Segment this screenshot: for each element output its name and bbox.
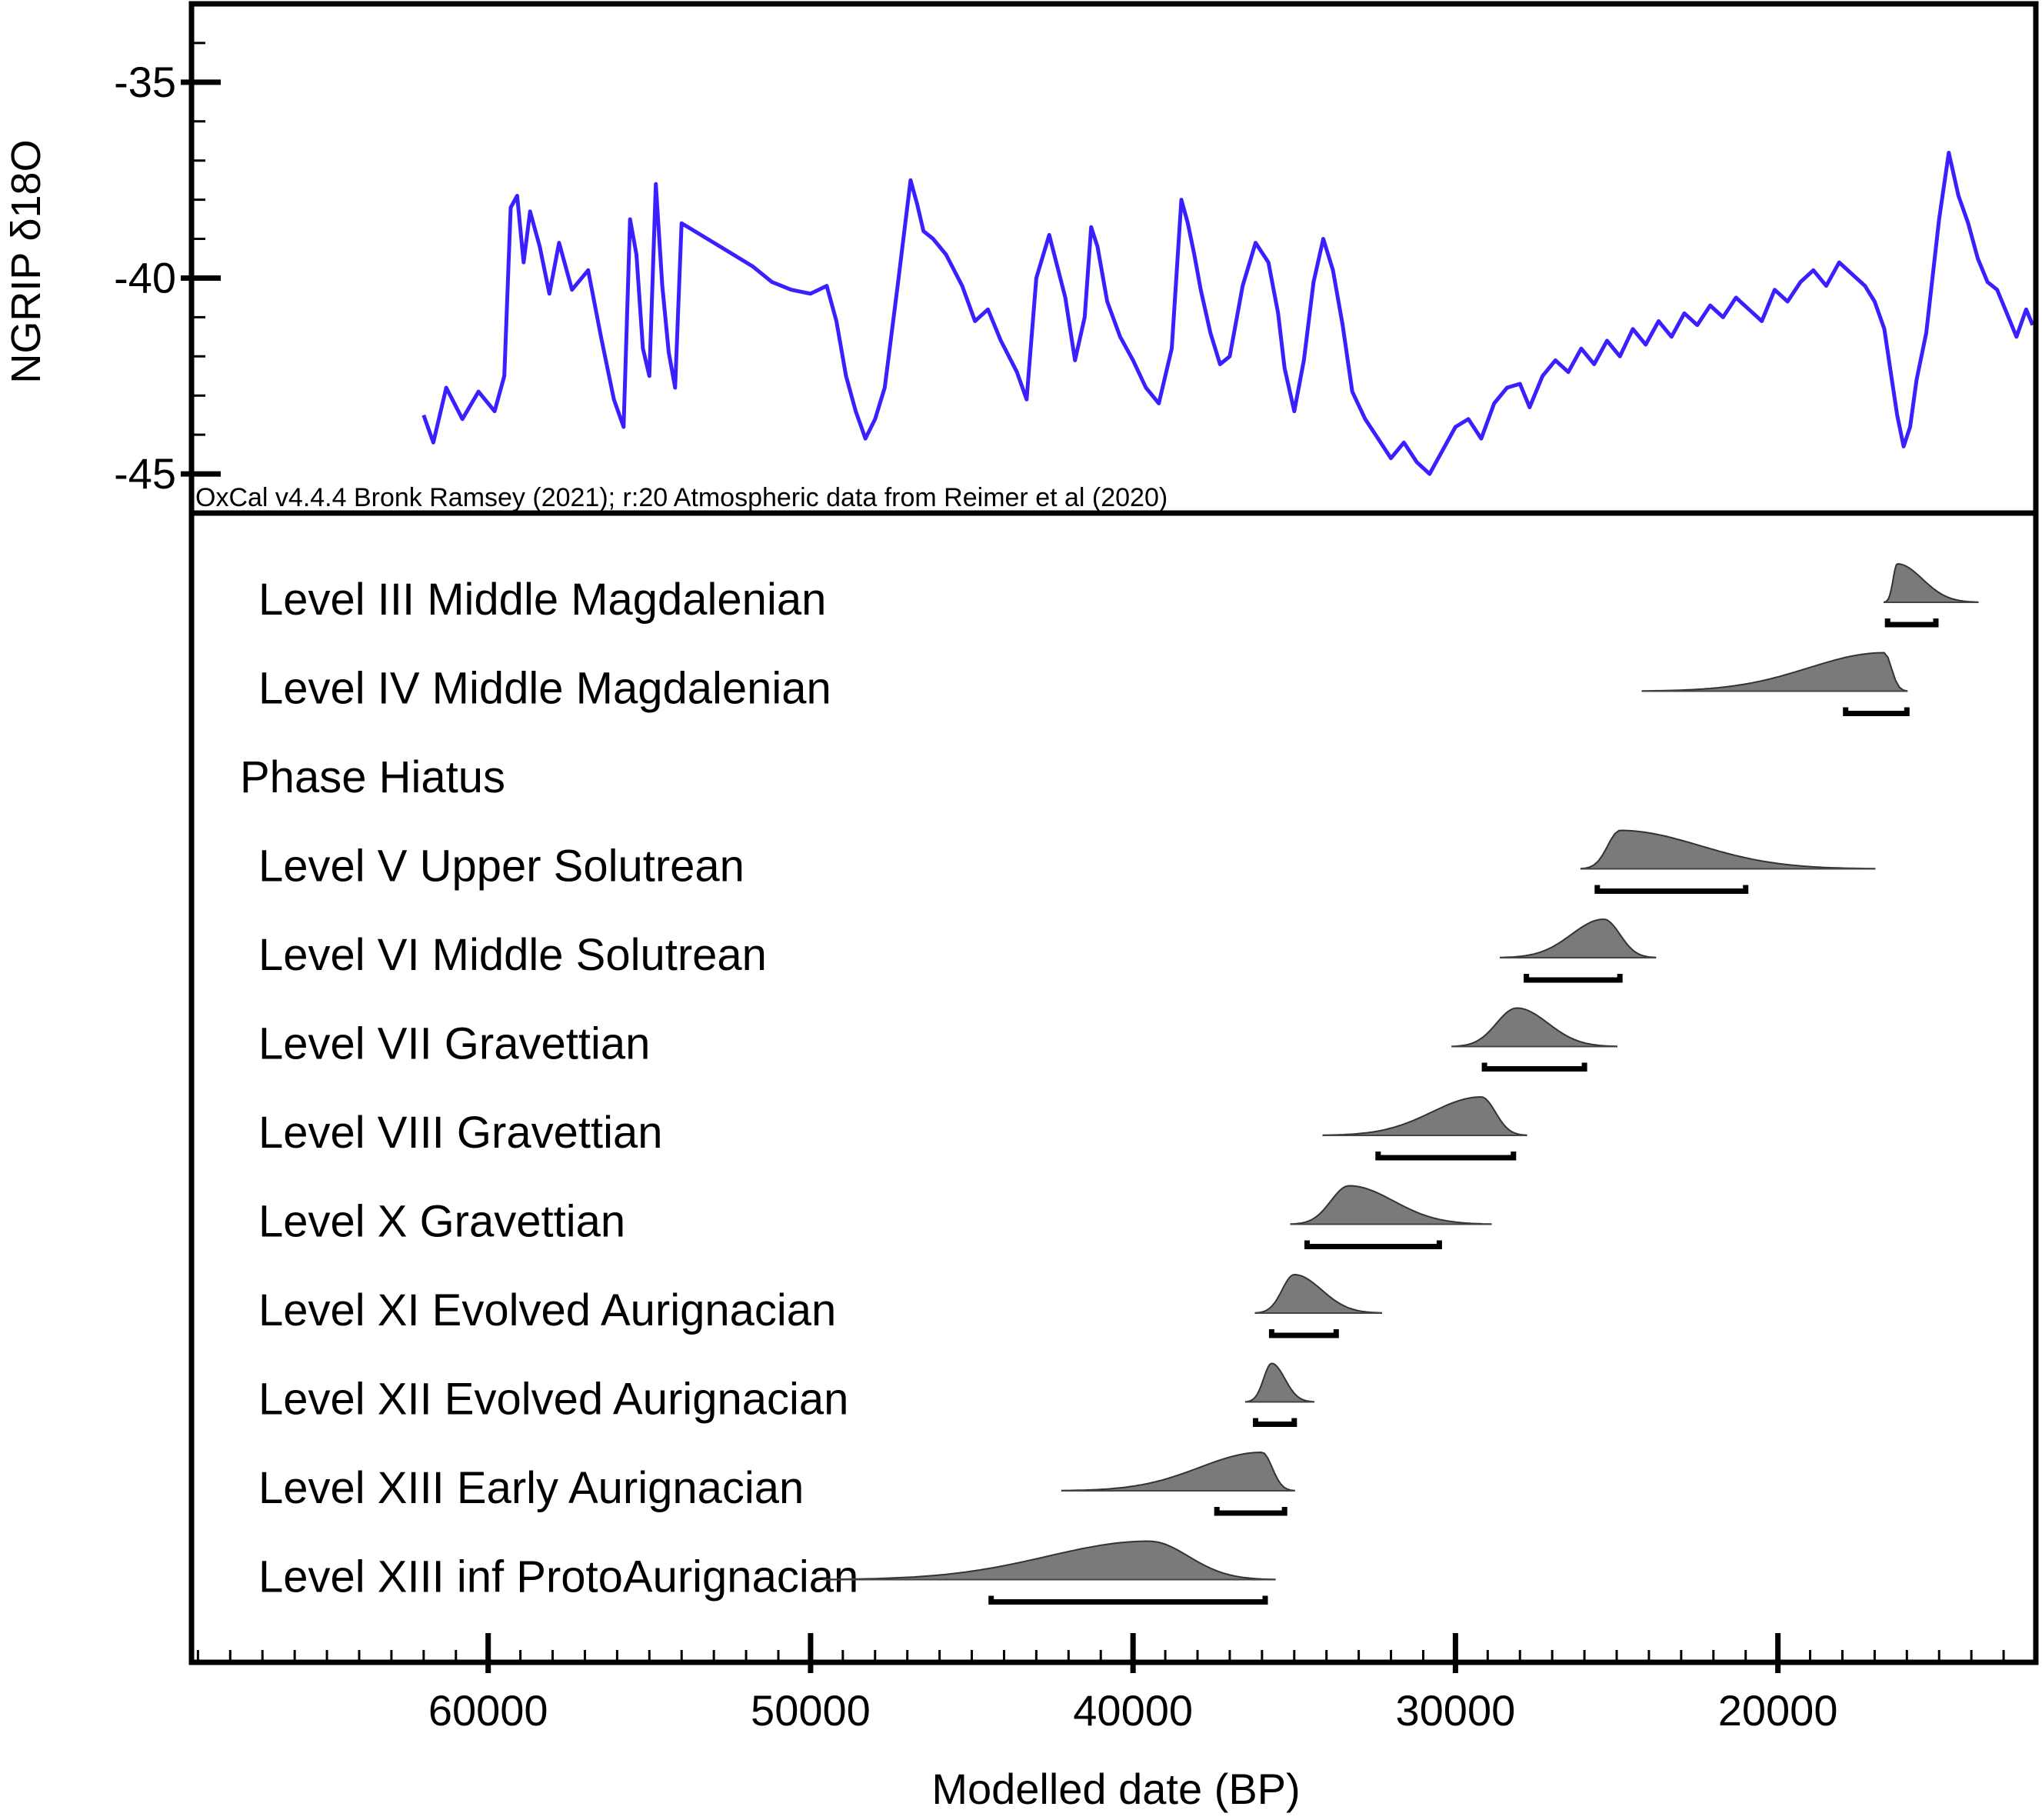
phase-row: Level VI Middle Solutrean	[258, 918, 1657, 983]
phase-distribution	[1254, 1273, 1382, 1314]
y-tick-label: -45	[114, 449, 176, 498]
phase-row: Phase Hiatus	[240, 752, 505, 802]
phase-row: Level V Upper Solutrean	[258, 829, 1876, 894]
bottom-panel-frame	[188, 510, 2039, 1665]
phase-row: Level XIII inf ProtoAurignacian	[258, 1540, 1276, 1605]
phases-panel: Level III Middle Magdalenian Level IV Mid…	[188, 510, 2039, 1813]
phase-range-bracket	[988, 1595, 1268, 1605]
phase-distribution	[1641, 652, 1908, 692]
x-axis-label: Modelled date (BP)	[931, 1765, 1300, 1813]
phase-range-bracket	[1375, 1152, 1517, 1161]
phase-distribution	[1884, 562, 1979, 603]
phase-range-bracket	[1594, 885, 1749, 894]
phase-range-bracket	[1481, 1062, 1587, 1072]
phase-distribution	[1580, 829, 1876, 870]
phase-row: Level XIII Early Aurignacian	[258, 1451, 1295, 1516]
ngrip-panel: -35 -40 -45 OxCal v4.4.4 Bronk Ramsey (202…	[3, 1, 2039, 516]
phase-range-bracket	[1884, 618, 1939, 628]
x-tick-label: 40000	[1073, 1686, 1193, 1735]
phase-distribution	[1451, 1007, 1617, 1048]
y-tick-label: -35	[114, 58, 176, 106]
x-tick-label: 20000	[1718, 1686, 1838, 1735]
phase-row: Level XII Evolved Aurignacian	[258, 1362, 1314, 1427]
phase-row: Level VIII Gravettian	[258, 1095, 1527, 1161]
phase-label: Level XIII inf ProtoAurignacian	[258, 1552, 858, 1602]
phase-distribution	[1500, 918, 1657, 958]
phase-label: Level III Middle Magdalenian	[258, 575, 826, 625]
phase-label: Phase Hiatus	[240, 752, 505, 802]
phase-label: Level VIII Gravettian	[258, 1108, 662, 1158]
phase-distribution	[1322, 1095, 1527, 1136]
x-tick-label: 60000	[428, 1686, 548, 1735]
phase-range-bracket	[1214, 1507, 1287, 1516]
oxcal-credit: OxCal v4.4.4 Bronk Ramsey (2021); r:20 A…	[195, 483, 1168, 512]
ngrip-series-line	[421, 151, 2035, 476]
phase-range-bracket	[1253, 1418, 1297, 1427]
phase-label: Level XI Evolved Aurignacian	[258, 1285, 836, 1335]
phase-distribution	[822, 1540, 1276, 1581]
phase-row: Level IV Middle Magdalenian	[258, 652, 1910, 716]
phase-distribution	[1061, 1451, 1295, 1492]
phase-range-bracket	[1524, 974, 1623, 983]
x-tick-label: 50000	[751, 1686, 871, 1735]
phase-label: Level XII Evolved Aurignacian	[258, 1375, 848, 1425]
phase-label: Level XIII Early Aurignacian	[258, 1463, 804, 1513]
phase-label: Level V Upper Solutrean	[258, 842, 745, 892]
phase-row: Level XI Evolved Aurignacian	[258, 1273, 1382, 1338]
y-axis-label: NGRIP δ18O	[3, 139, 49, 383]
phase-label: Level VI Middle Solutrean	[258, 930, 767, 980]
phase-label: Level VII Gravettian	[258, 1019, 650, 1069]
phase-label: Level X Gravettian	[258, 1197, 625, 1247]
phase-row: Level VII Gravettian	[258, 1007, 1617, 1072]
y-tick-label: -40	[114, 253, 176, 302]
phase-row: Level X Gravettian	[258, 1185, 1492, 1249]
phase-range-bracket	[1268, 1329, 1339, 1338]
x-tick-label: 30000	[1396, 1686, 1516, 1735]
phase-row: Level III Middle Magdalenian	[258, 562, 1979, 628]
phase-range-bracket	[1304, 1240, 1442, 1249]
phase-distribution	[1290, 1185, 1492, 1225]
phase-label: Level IV Middle Magdalenian	[258, 664, 831, 714]
phase-distribution	[1244, 1362, 1314, 1403]
phase-range-bracket	[1843, 707, 1910, 716]
